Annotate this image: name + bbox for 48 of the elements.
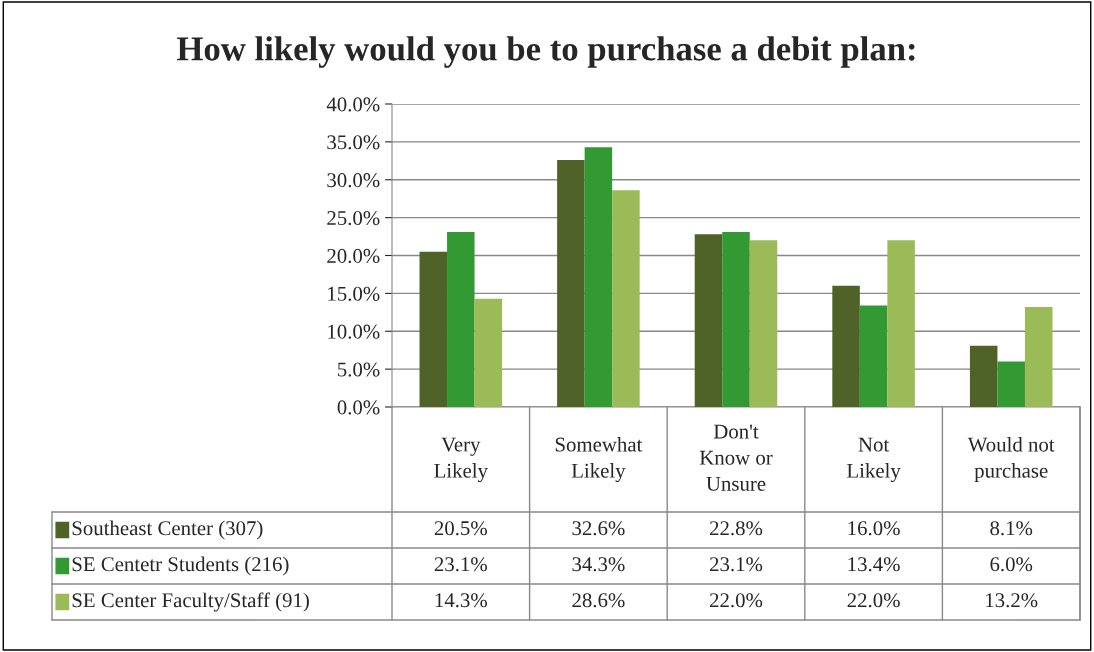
legend-label: Southeast Center (307) [72,520,263,540]
x-tick-label: Would not purchase [967,436,1055,483]
bar [859,305,888,407]
data-label: 6.0% [990,557,1033,572]
bar [887,240,915,407]
data-label: 8.1% [990,521,1033,536]
legend-label: SE Centetr Students (216) [72,556,289,576]
x-tick-label: Very Likely [434,437,488,483]
data-label: 16.0% [848,521,900,536]
bar [584,147,613,407]
data-label: 23.1% [434,557,487,572]
data-label: 13.2% [986,593,1038,608]
y-tick-label: 35.0% [327,135,380,150]
y-tick-label: 25.0% [327,211,380,226]
y-tick-label: 15.0% [328,286,380,301]
data-label: 14.3% [435,593,487,608]
bar [997,361,1025,407]
bar [749,240,778,407]
bar [612,190,640,407]
data-label: 22.0% [710,593,763,608]
data-label: 34.3% [572,557,625,572]
data-label: 22.8% [710,521,763,536]
y-tick-label: 0.0% [337,400,380,415]
x-tick-label: Don't Know or Unsure [699,424,773,491]
data-label: 23.1% [710,557,763,572]
bar [694,234,723,407]
bar [832,285,860,407]
data-label: 22.0% [847,593,900,608]
bar [474,298,503,407]
y-tick-label: 30.0% [327,173,380,188]
bar [969,345,998,407]
x-tick-label: Somewhat Likely [555,436,643,483]
chart-title: How likely would you be to purchase a debit plan: [177,36,915,68]
bar [722,232,750,407]
y-tick-label: 40.0% [326,97,380,112]
x-tick-label: Not Likely [847,437,901,483]
bar [1024,307,1053,407]
data-label: 28.6% [572,593,625,608]
data-label: 13.4% [848,557,900,572]
y-tick-label: 10.0% [328,324,380,339]
bar [447,232,475,407]
data-label: 32.6% [572,521,625,536]
y-tick-label: 20.0% [327,248,380,264]
y-tick-label: 5.0% [338,362,380,377]
legend-label: SE Center Faculty/Staff (91) [72,592,309,612]
bar [419,251,448,407]
bar [557,160,585,407]
data-label: 20.5% [434,521,487,536]
